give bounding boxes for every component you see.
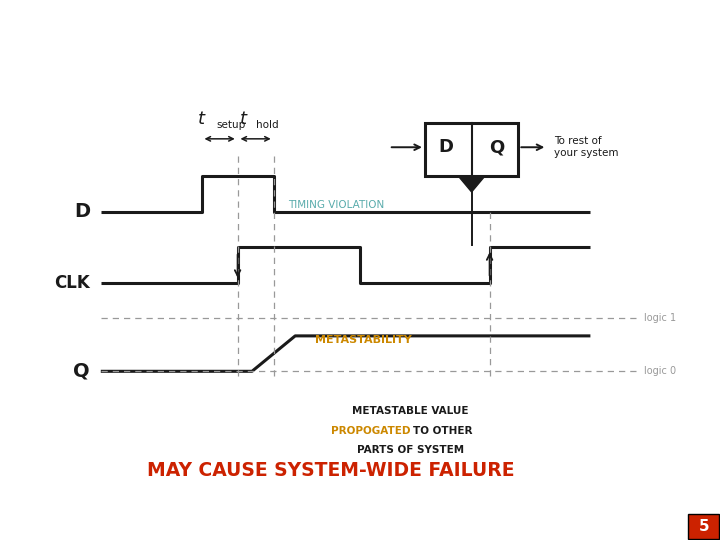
Text: hold: hold bbox=[256, 120, 278, 130]
FancyBboxPatch shape bbox=[688, 514, 719, 539]
Text: To rest of
your system: To rest of your system bbox=[554, 137, 619, 158]
Text: PROPOGATED: PROPOGATED bbox=[331, 426, 410, 435]
Text: logic 0: logic 0 bbox=[644, 366, 677, 376]
Text: CLK: CLK bbox=[54, 274, 90, 292]
Text: logic 1: logic 1 bbox=[644, 313, 677, 323]
Polygon shape bbox=[459, 177, 485, 192]
Text: t: t bbox=[240, 110, 247, 128]
Text: setup: setup bbox=[216, 120, 246, 130]
Text: 5: 5 bbox=[698, 519, 709, 534]
Text: t: t bbox=[198, 110, 205, 128]
Text: PARTS OF SYSTEM: PARTS OF SYSTEM bbox=[357, 446, 464, 455]
Text: TO OTHER: TO OTHER bbox=[413, 426, 472, 435]
Text: Q: Q bbox=[490, 138, 505, 156]
Text: METASTABILITY: METASTABILITY bbox=[315, 335, 412, 345]
Text: Metastability: Metastability bbox=[270, 21, 450, 49]
Text: TIMING VIOLATION: TIMING VIOLATION bbox=[288, 200, 384, 210]
Text: MAY CAUSE SYSTEM-WIDE FAILURE: MAY CAUSE SYSTEM-WIDE FAILURE bbox=[148, 462, 515, 481]
Text: D: D bbox=[74, 202, 90, 221]
Bar bbox=[425, 123, 518, 177]
Text: Q: Q bbox=[73, 362, 90, 381]
Text: D: D bbox=[438, 138, 454, 156]
Text: METASTABLE VALUE: METASTABLE VALUE bbox=[352, 406, 469, 416]
